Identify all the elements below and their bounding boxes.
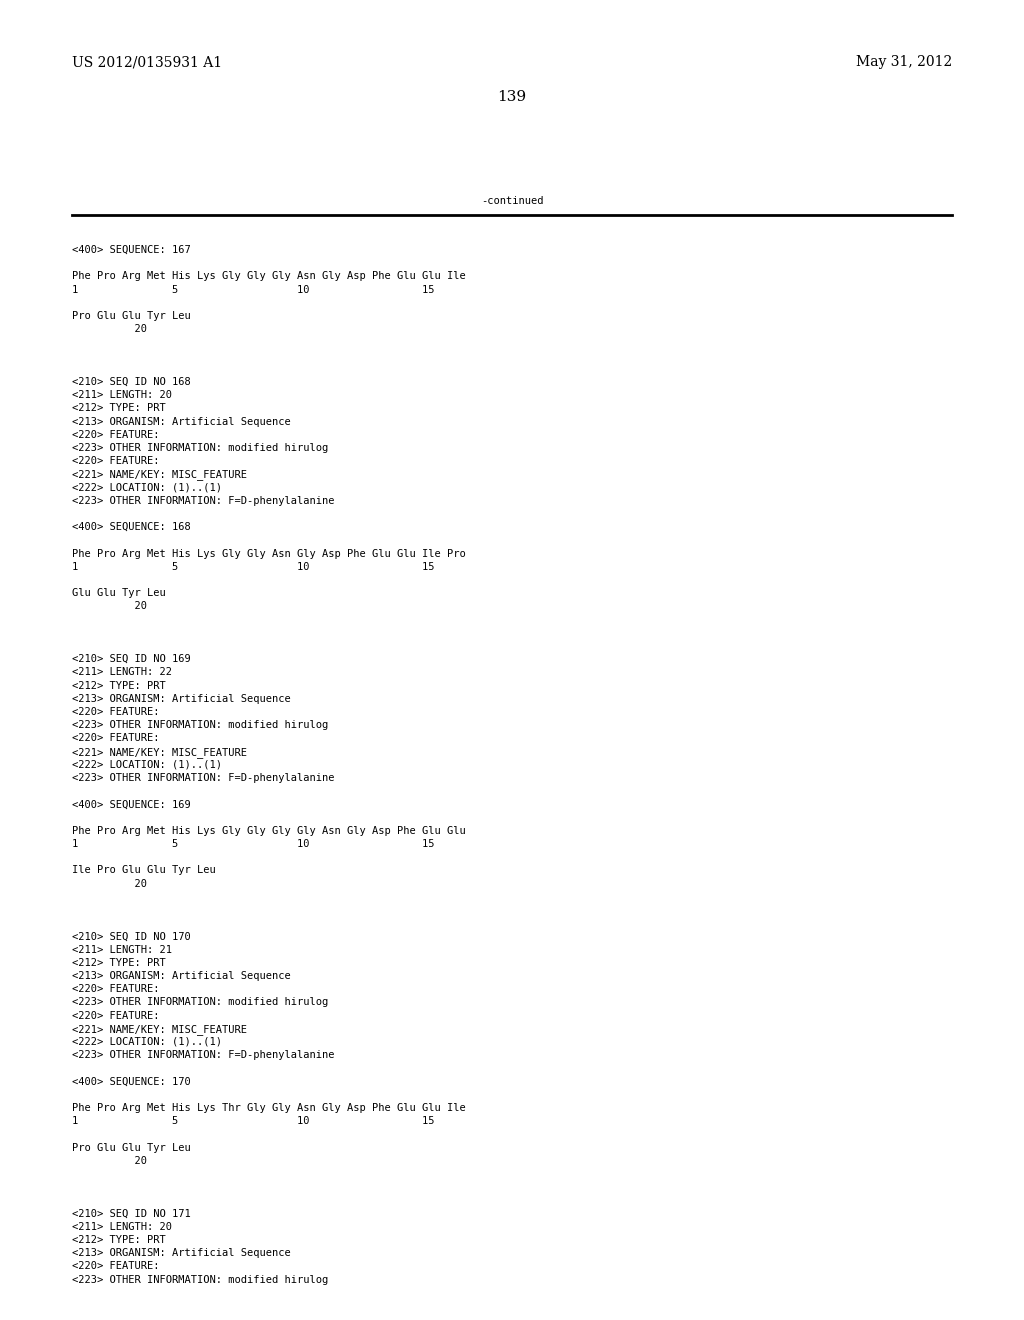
Text: <210> SEQ ID NO 169: <210> SEQ ID NO 169 [72, 655, 190, 664]
Text: <213> ORGANISM: Artificial Sequence: <213> ORGANISM: Artificial Sequence [72, 1249, 291, 1258]
Text: 20: 20 [72, 325, 147, 334]
Text: <400> SEQUENCE: 168: <400> SEQUENCE: 168 [72, 523, 190, 532]
Text: <223> OTHER INFORMATION: F=D-phenylalanine: <223> OTHER INFORMATION: F=D-phenylalani… [72, 1051, 335, 1060]
Text: <220> FEATURE:: <220> FEATURE: [72, 457, 160, 466]
Text: <220> FEATURE:: <220> FEATURE: [72, 1262, 160, 1271]
Text: <222> LOCATION: (1)..(1): <222> LOCATION: (1)..(1) [72, 1038, 222, 1047]
Text: <210> SEQ ID NO 168: <210> SEQ ID NO 168 [72, 378, 190, 387]
Text: <220> FEATURE:: <220> FEATURE: [72, 985, 160, 994]
Text: <221> NAME/KEY: MISC_FEATURE: <221> NAME/KEY: MISC_FEATURE [72, 1024, 247, 1035]
Text: <220> FEATURE:: <220> FEATURE: [72, 708, 160, 717]
Text: 20: 20 [72, 602, 147, 611]
Text: <211> LENGTH: 20: <211> LENGTH: 20 [72, 391, 172, 400]
Text: -continued: -continued [480, 195, 544, 206]
Text: Pro Glu Glu Tyr Leu: Pro Glu Glu Tyr Leu [72, 312, 190, 321]
Text: 1               5                   10                  15: 1 5 10 15 [72, 840, 434, 849]
Text: <220> FEATURE:: <220> FEATURE: [72, 430, 160, 440]
Text: <213> ORGANISM: Artificial Sequence: <213> ORGANISM: Artificial Sequence [72, 972, 291, 981]
Text: <400> SEQUENCE: 170: <400> SEQUENCE: 170 [72, 1077, 190, 1086]
Text: <222> LOCATION: (1)..(1): <222> LOCATION: (1)..(1) [72, 483, 222, 492]
Text: Ile Pro Glu Glu Tyr Leu: Ile Pro Glu Glu Tyr Leu [72, 866, 216, 875]
Text: <223> OTHER INFORMATION: modified hirulog: <223> OTHER INFORMATION: modified hirulo… [72, 444, 329, 453]
Text: <400> SEQUENCE: 169: <400> SEQUENCE: 169 [72, 800, 190, 809]
Text: Glu Glu Tyr Leu: Glu Glu Tyr Leu [72, 589, 166, 598]
Text: 1               5                   10                  15: 1 5 10 15 [72, 285, 434, 294]
Text: <221> NAME/KEY: MISC_FEATURE: <221> NAME/KEY: MISC_FEATURE [72, 747, 247, 758]
Text: <400> SEQUENCE: 167: <400> SEQUENCE: 167 [72, 246, 190, 255]
Text: Phe Pro Arg Met His Lys Thr Gly Gly Asn Gly Asp Phe Glu Glu Ile: Phe Pro Arg Met His Lys Thr Gly Gly Asn … [72, 1104, 466, 1113]
Text: Phe Pro Arg Met His Lys Gly Gly Asn Gly Asp Phe Glu Glu Ile Pro: Phe Pro Arg Met His Lys Gly Gly Asn Gly … [72, 549, 466, 558]
Text: <221> NAME/KEY: MISC_FEATURE: <221> NAME/KEY: MISC_FEATURE [72, 470, 247, 480]
Text: <210> SEQ ID NO 171: <210> SEQ ID NO 171 [72, 1209, 190, 1218]
Text: <223> OTHER INFORMATION: modified hirulog: <223> OTHER INFORMATION: modified hirulo… [72, 721, 329, 730]
Text: <220> FEATURE:: <220> FEATURE: [72, 1011, 160, 1020]
Text: <223> OTHER INFORMATION: F=D-phenylalanine: <223> OTHER INFORMATION: F=D-phenylalani… [72, 774, 335, 783]
Text: Phe Pro Arg Met His Lys Gly Gly Gly Gly Asn Gly Asp Phe Glu Glu: Phe Pro Arg Met His Lys Gly Gly Gly Gly … [72, 826, 466, 836]
Text: US 2012/0135931 A1: US 2012/0135931 A1 [72, 55, 222, 69]
Text: Phe Pro Arg Met His Lys Gly Gly Gly Asn Gly Asp Phe Glu Glu Ile: Phe Pro Arg Met His Lys Gly Gly Gly Asn … [72, 272, 466, 281]
Text: 1               5                   10                  15: 1 5 10 15 [72, 1117, 434, 1126]
Text: <213> ORGANISM: Artificial Sequence: <213> ORGANISM: Artificial Sequence [72, 417, 291, 426]
Text: 20: 20 [72, 1156, 147, 1166]
Text: <222> LOCATION: (1)..(1): <222> LOCATION: (1)..(1) [72, 760, 222, 770]
Text: <210> SEQ ID NO 170: <210> SEQ ID NO 170 [72, 932, 190, 941]
Text: <212> TYPE: PRT: <212> TYPE: PRT [72, 958, 166, 968]
Text: <212> TYPE: PRT: <212> TYPE: PRT [72, 681, 166, 690]
Text: 139: 139 [498, 90, 526, 104]
Text: <223> OTHER INFORMATION: F=D-phenylalanine: <223> OTHER INFORMATION: F=D-phenylalani… [72, 496, 335, 506]
Text: 1               5                   10                  15: 1 5 10 15 [72, 562, 434, 572]
Text: <223> OTHER INFORMATION: modified hirulog: <223> OTHER INFORMATION: modified hirulo… [72, 1275, 329, 1284]
Text: 20: 20 [72, 879, 147, 888]
Text: <212> TYPE: PRT: <212> TYPE: PRT [72, 1236, 166, 1245]
Text: <211> LENGTH: 20: <211> LENGTH: 20 [72, 1222, 172, 1232]
Text: <212> TYPE: PRT: <212> TYPE: PRT [72, 404, 166, 413]
Text: <211> LENGTH: 21: <211> LENGTH: 21 [72, 945, 172, 954]
Text: Pro Glu Glu Tyr Leu: Pro Glu Glu Tyr Leu [72, 1143, 190, 1152]
Text: May 31, 2012: May 31, 2012 [856, 55, 952, 69]
Text: <213> ORGANISM: Artificial Sequence: <213> ORGANISM: Artificial Sequence [72, 694, 291, 704]
Text: <211> LENGTH: 22: <211> LENGTH: 22 [72, 668, 172, 677]
Text: <223> OTHER INFORMATION: modified hirulog: <223> OTHER INFORMATION: modified hirulo… [72, 998, 329, 1007]
Text: <220> FEATURE:: <220> FEATURE: [72, 734, 160, 743]
